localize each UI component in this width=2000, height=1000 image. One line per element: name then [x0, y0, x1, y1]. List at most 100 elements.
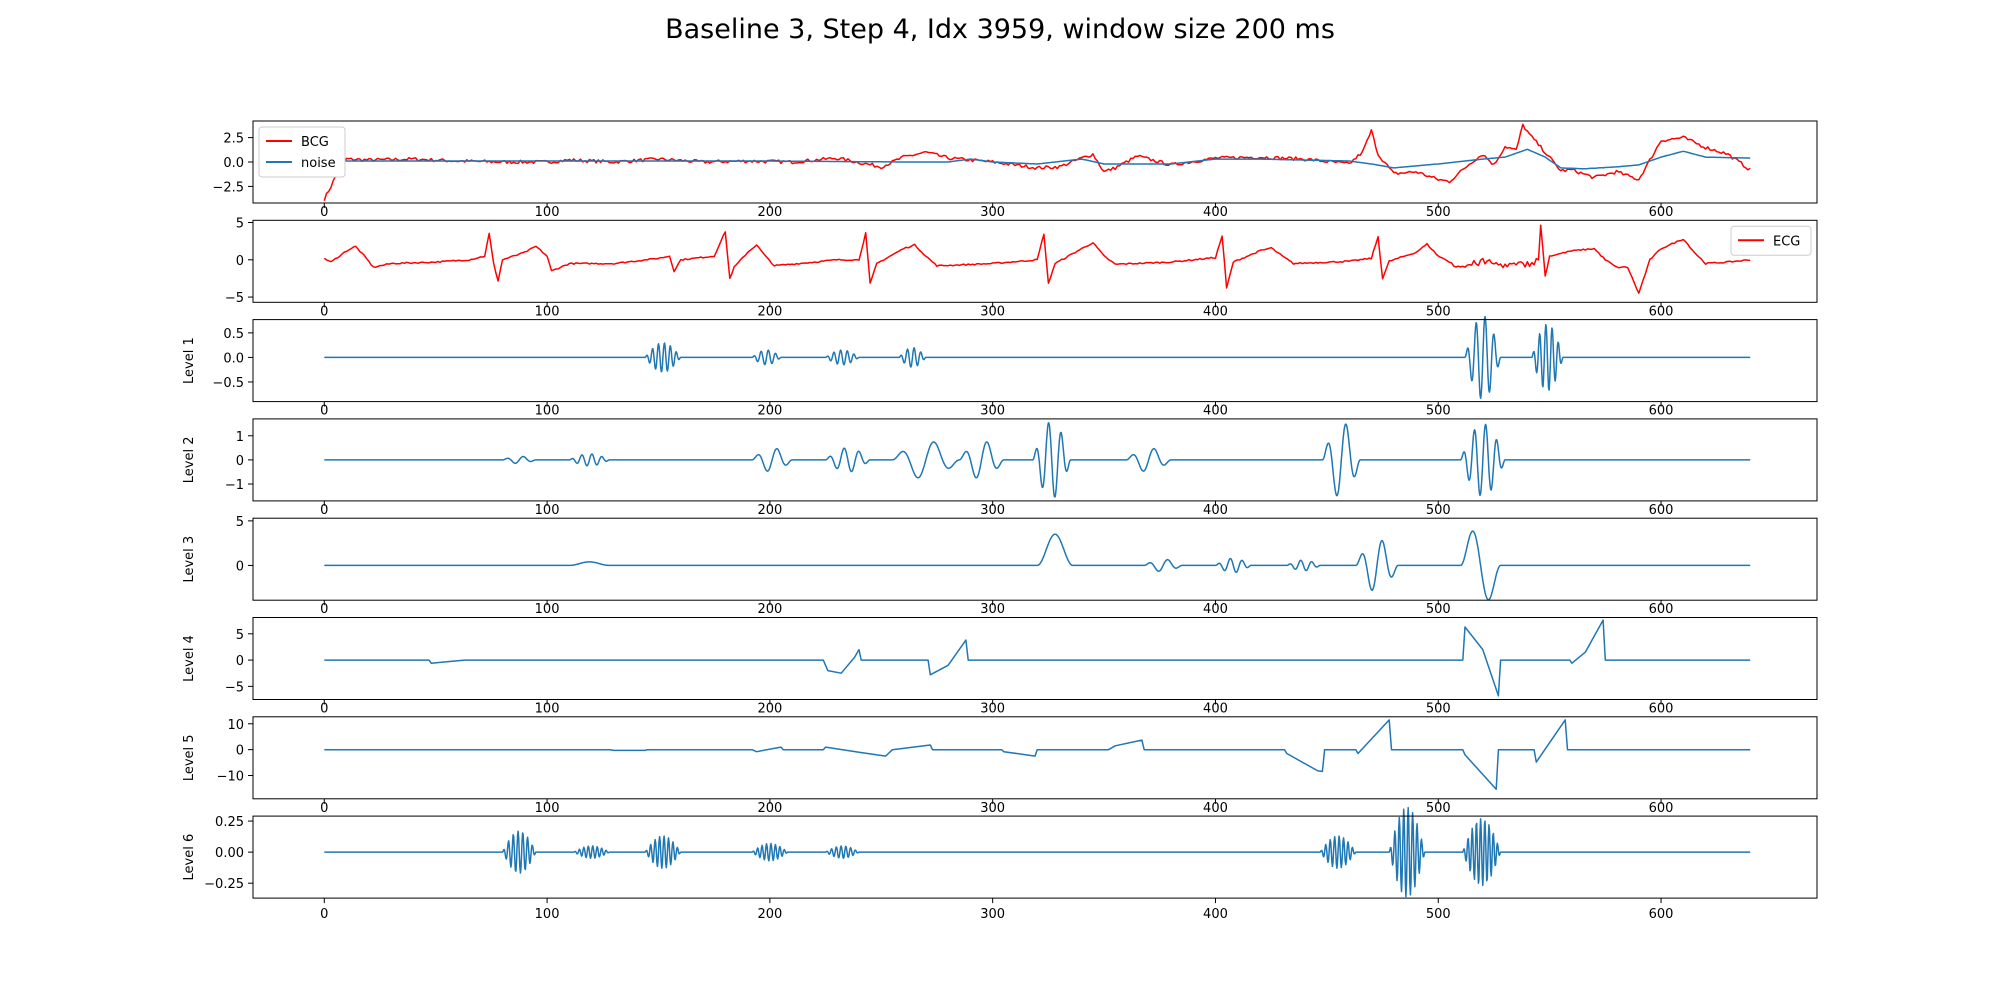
x-tick-label: 600 [1649, 801, 1674, 816]
x-tick-label: 300 [980, 702, 1005, 717]
axes-frame [252, 517, 1818, 601]
subplot-2: 0 100 200 300 400 500 600 5 0 −5 ECG [225, 217, 1818, 319]
x-tick-label: 100 [535, 205, 560, 220]
series-line-level-1 [324, 315, 1751, 400]
x-tick-label: 500 [1426, 907, 1451, 922]
x-tick-label: 100 [535, 702, 560, 717]
subplot-6: 0 100 200 300 400 500 600 5 0 −5 Level 4 [182, 617, 1818, 717]
y-tick-label: 0.00 [215, 846, 244, 861]
series-line-bcg [323, 123, 1751, 202]
axes-frame [252, 219, 1818, 303]
legend-entry: BCG [301, 135, 329, 150]
x-tick-label: 400 [1203, 602, 1228, 617]
y-tick-label: 0 [236, 654, 244, 669]
y-axis-label: Level 4 [182, 635, 197, 682]
x-tick-label: 400 [1203, 304, 1228, 319]
y-axis-label: Level 2 [182, 437, 197, 484]
y-tick-label: 10 [227, 718, 244, 733]
x-tick-label: 500 [1426, 801, 1451, 816]
legend-entry: ECG [1773, 234, 1800, 249]
x-tick-label: 300 [980, 503, 1005, 518]
series-line-level-6 [324, 806, 1751, 898]
y-tick-label: 1 [236, 430, 244, 445]
series-line-level-4 [324, 619, 1751, 697]
y-tick-label: 0 [236, 254, 244, 269]
series-line-ecg [323, 224, 1751, 294]
y-tick-label: 2.5 [223, 132, 244, 147]
x-tick-label: 300 [980, 304, 1005, 319]
y-axis-label: Level 3 [182, 536, 197, 583]
y-tick-label: −10 [217, 770, 244, 785]
x-tick-label: 300 [980, 404, 1005, 419]
y-tick-label: 5 [236, 217, 244, 232]
x-tick-label: 600 [1649, 304, 1674, 319]
y-tick-label: 0 [236, 559, 244, 574]
x-tick-label: 400 [1203, 503, 1228, 518]
x-tick-label: 400 [1203, 702, 1228, 717]
x-tick-label: 500 [1426, 702, 1451, 717]
y-tick-label: 5 [236, 628, 244, 643]
x-tick-label: 200 [757, 801, 782, 816]
x-tick-label: 300 [980, 602, 1005, 617]
y-tick-label: 0.0 [223, 351, 244, 366]
series-line-level-3 [324, 530, 1751, 601]
x-tick-label: 600 [1649, 404, 1674, 419]
x-tick-label: 600 [1649, 503, 1674, 518]
legend: ECG [1730, 225, 1812, 256]
x-tick-label: 0 [320, 205, 328, 220]
x-tick-label: 200 [757, 404, 782, 419]
subplot-5: 0 100 200 300 400 500 600 5 0 Level 3 [182, 515, 1818, 617]
x-tick-label: 600 [1649, 602, 1674, 617]
x-tick-label: 100 [535, 503, 560, 518]
y-tick-label: 5 [236, 515, 244, 530]
x-tick-label: 500 [1426, 404, 1451, 419]
series-line-level-2 [324, 422, 1751, 498]
axes-frame [252, 815, 1818, 899]
x-tick-label: 200 [757, 205, 782, 220]
x-tick-label: 300 [980, 907, 1005, 922]
y-tick-label: −5 [225, 291, 244, 306]
x-tick-label: 100 [535, 304, 560, 319]
subplot-8: 0 100 200 300 400 500 600 0.25 0.00 −0.25 Level 6 [182, 806, 1818, 922]
x-tick-label: 0 [320, 702, 328, 717]
x-tick-label: 0 [320, 801, 328, 816]
x-tick-label: 400 [1203, 404, 1228, 419]
x-tick-label: 100 [535, 801, 560, 816]
x-tick-label: 100 [535, 404, 560, 419]
x-tick-label: 200 [757, 702, 782, 717]
y-tick-label: −5 [225, 680, 244, 695]
x-tick-label: 0 [320, 304, 328, 319]
axes-frame [252, 716, 1818, 800]
subplot-1: 0 100 200 300 400 500 600 2.5 0.0 −2.5 BCG noise [212, 120, 1818, 220]
x-tick-label: 100 [535, 907, 560, 922]
figure-title: Baseline 3, Step 4, Idx 3959, window siz… [665, 14, 1335, 45]
x-tick-label: 200 [757, 503, 782, 518]
legend-box [1730, 225, 1812, 256]
y-tick-label: 0.5 [223, 327, 244, 342]
x-tick-label: 0 [320, 404, 328, 419]
x-tick-label: 200 [757, 602, 782, 617]
x-tick-label: 500 [1426, 205, 1451, 220]
axes-frame [252, 319, 1818, 403]
x-tick-label: 0 [320, 907, 328, 922]
y-tick-label: −0.5 [212, 376, 244, 391]
y-tick-label: 0 [236, 454, 244, 469]
x-tick-label: 300 [980, 801, 1005, 816]
y-tick-label: 0.0 [223, 156, 244, 171]
legend-entry: noise [301, 156, 336, 171]
x-tick-label: 0 [320, 503, 328, 518]
axes-frame [252, 617, 1818, 700]
series-line-noise [324, 148, 1751, 170]
x-tick-label: 400 [1203, 907, 1228, 922]
x-tick-label: 600 [1649, 205, 1674, 220]
y-tick-label: 0 [236, 744, 244, 759]
x-tick-label: 500 [1426, 304, 1451, 319]
x-tick-label: 600 [1649, 907, 1674, 922]
x-tick-label: 500 [1426, 503, 1451, 518]
x-tick-label: 200 [757, 907, 782, 922]
y-axis-label: Level 6 [182, 834, 197, 881]
y-axis-label: Level 1 [182, 337, 197, 384]
legend-box [258, 126, 346, 178]
